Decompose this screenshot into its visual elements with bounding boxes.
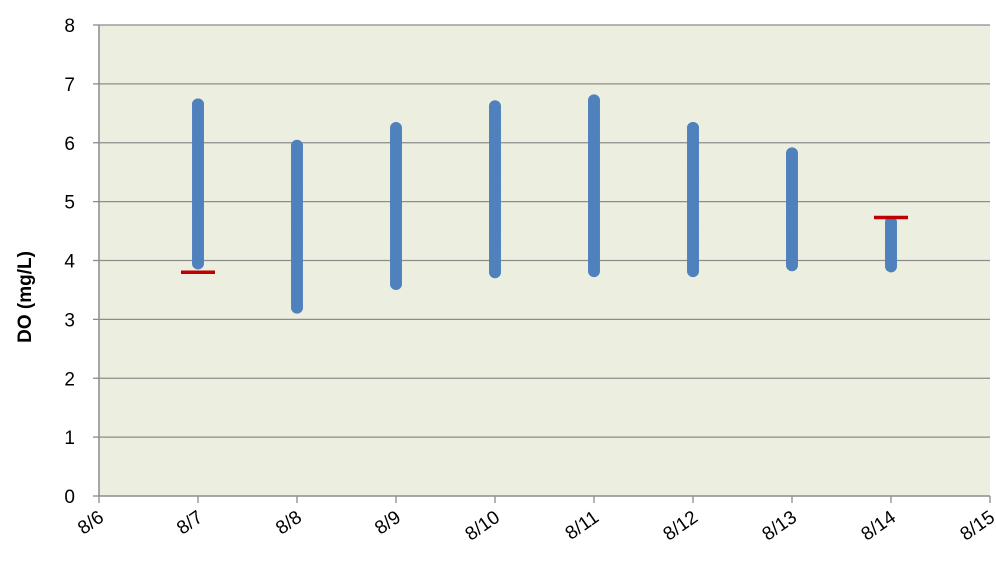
reference-markers — [181, 215, 908, 275]
data-point — [786, 147, 798, 160]
axes — [93, 24, 991, 503]
x-tick-label: 8/15 — [957, 507, 996, 545]
y-tick-label: 6 — [64, 134, 75, 155]
y-tick-label: 3 — [64, 310, 75, 331]
data-point — [588, 94, 600, 107]
y-axis-title: DO (mg/L) — [15, 251, 36, 343]
x-tick-label: 8/10 — [462, 507, 504, 545]
y-axis-tick-labels: 0 1 2 3 4 5 6 7 8 — [64, 16, 75, 508]
x-tick-label: 8/13 — [759, 507, 801, 545]
data-point — [291, 139, 303, 152]
x-axis-tick-labels: 8/6 8/7 8/8 8/9 8/10 8/11 8/12 8/13 8/14 8/15 — [74, 507, 996, 546]
x-tick-label: 8/14 — [858, 507, 901, 546]
x-tick-label: 8/11 — [562, 507, 603, 545]
data-point — [489, 100, 501, 113]
gridlines — [99, 24, 990, 438]
y-tick-label: 8 — [64, 16, 75, 37]
x-tick-label: 8/7 — [173, 507, 207, 539]
x-tick-label: 8/9 — [371, 507, 405, 539]
x-tick-label: 8/6 — [74, 507, 108, 539]
data-points — [192, 94, 897, 314]
y-tick-label: 0 — [64, 487, 75, 508]
x-tick-label: 8/8 — [272, 507, 306, 539]
data-point — [687, 122, 699, 135]
y-tick-label: 1 — [64, 428, 75, 449]
y-tick-label: 4 — [64, 252, 75, 273]
data-point — [192, 98, 204, 111]
data-point — [390, 122, 402, 135]
y-tick-label: 7 — [64, 75, 75, 96]
x-tick-label: 8/12 — [660, 507, 702, 545]
y-tick-label: 2 — [64, 369, 75, 390]
y-tick-label: 5 — [64, 193, 75, 214]
